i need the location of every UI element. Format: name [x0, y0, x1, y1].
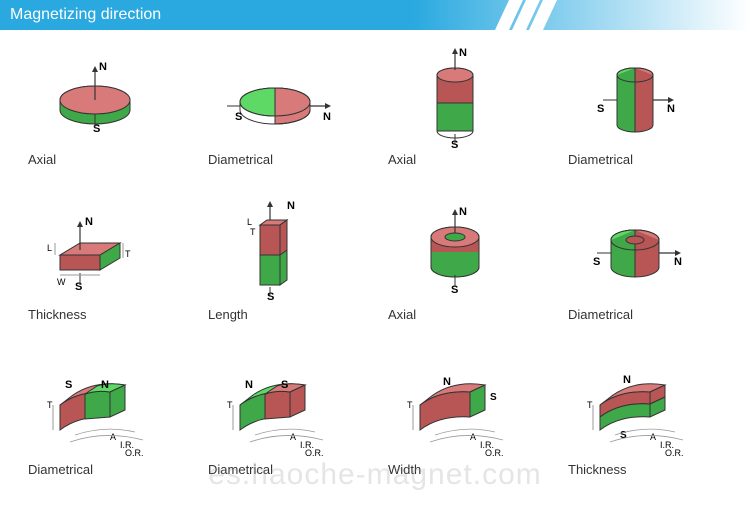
svg-text:O.R.: O.R.: [485, 448, 504, 458]
diagram-cell: N S LT Length: [200, 195, 370, 345]
diagram-cell: NSDiametrical: [560, 40, 730, 190]
svg-text:A: A: [470, 432, 476, 442]
diagram-cell: NSDiametrical: [560, 195, 730, 345]
header-bar: Magnetizing direction: [0, 0, 750, 30]
svg-text:S: S: [93, 123, 100, 135]
svg-text:N: N: [443, 376, 451, 388]
watermark: es.haoche-magnet.com: [208, 458, 542, 492]
svg-text:N: N: [459, 47, 467, 59]
diagram-svg: NS: [560, 40, 710, 150]
diagram-cell: NSDiametrical: [200, 40, 370, 190]
svg-text:N: N: [99, 61, 107, 73]
header-stripes: [502, 0, 550, 30]
diagram-svg: T AI.R.O.R. NS: [200, 350, 350, 460]
svg-text:N: N: [245, 379, 253, 391]
svg-text:T: T: [125, 249, 131, 259]
diagram-caption: Axial: [20, 152, 56, 167]
svg-text:N: N: [623, 374, 631, 386]
svg-text:W: W: [57, 277, 66, 287]
diagram-svg: NS: [380, 40, 530, 150]
header-title: Magnetizing direction: [0, 6, 161, 24]
diagram-caption: Length: [200, 307, 248, 322]
svg-text:N: N: [101, 379, 109, 391]
svg-text:A: A: [650, 432, 656, 442]
diagram-caption: Thickness: [560, 462, 627, 477]
diagram-svg: NS: [380, 195, 530, 305]
svg-text:O.R.: O.R.: [665, 448, 684, 458]
svg-text:N: N: [674, 256, 682, 268]
svg-text:S: S: [490, 392, 497, 403]
svg-text:L: L: [247, 217, 252, 227]
diagram-svg: NS T AI.R.O.R.: [560, 350, 710, 460]
diagram-svg: T AI.R.O.R. SN: [20, 350, 170, 460]
svg-text:S: S: [267, 291, 274, 303]
diagram-svg: NS: [200, 40, 350, 150]
diagram-grid: NSAxial NSDiametrical NSAxial NSDiametri…: [0, 30, 750, 510]
diagram-cell: NS Axial: [380, 40, 550, 190]
diagram-svg: NS: [560, 195, 710, 305]
svg-text:S: S: [281, 379, 288, 391]
diagram-svg: N S LT: [200, 195, 350, 305]
diagram-cell: N S L W T Thickness: [20, 195, 190, 345]
svg-text:A: A: [110, 432, 116, 442]
svg-text:T: T: [407, 400, 413, 410]
svg-text:T: T: [587, 400, 593, 410]
diagram-cell: NSAxial: [20, 40, 190, 190]
svg-text:N: N: [667, 103, 675, 115]
svg-text:L: L: [47, 243, 52, 253]
diagram-caption: Thickness: [20, 307, 87, 322]
diagram-caption: Axial: [380, 152, 416, 167]
diagram-svg: NS T AI.R.O.R.: [380, 350, 530, 460]
diagram-cell: T AI.R.O.R. SNDiametrical: [20, 350, 190, 500]
svg-text:S: S: [597, 103, 604, 115]
diagram-cell: NS Axial: [380, 195, 550, 345]
svg-text:O.R.: O.R.: [305, 448, 324, 458]
svg-text:S: S: [235, 111, 242, 123]
svg-text:A: A: [290, 432, 296, 442]
svg-text:T: T: [250, 227, 256, 237]
svg-text:O.R.: O.R.: [125, 448, 144, 458]
diagram-caption: Diametrical: [560, 307, 633, 322]
svg-text:N: N: [85, 216, 93, 228]
svg-text:N: N: [459, 206, 467, 218]
diagram-caption: Diametrical: [20, 462, 93, 477]
diagram-caption: Diametrical: [560, 152, 633, 167]
svg-text:S: S: [75, 281, 82, 293]
diagram-cell: NS T AI.R.O.R. Thickness: [560, 350, 730, 500]
svg-text:T: T: [227, 400, 233, 410]
diagram-caption: Diametrical: [200, 152, 273, 167]
svg-text:S: S: [65, 379, 72, 391]
diagram-caption: Axial: [380, 307, 416, 322]
svg-text:T: T: [47, 400, 53, 410]
svg-text:N: N: [323, 111, 331, 123]
svg-text:S: S: [593, 256, 600, 268]
diagram-svg: N S L W T: [20, 195, 170, 305]
diagram-svg: NS: [20, 40, 170, 150]
svg-text:N: N: [287, 200, 295, 212]
